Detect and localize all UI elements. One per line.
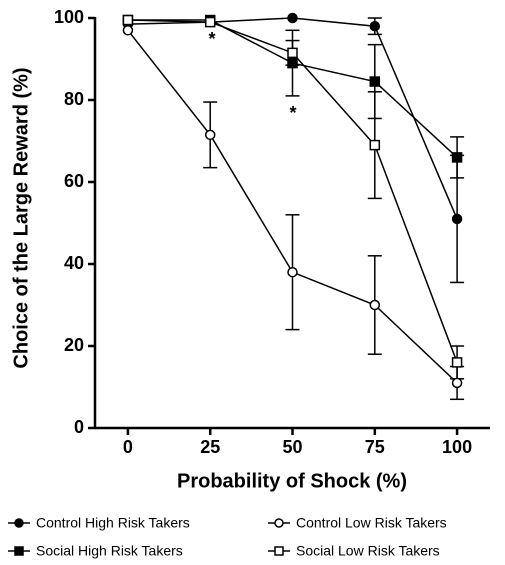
data-point <box>204 16 216 28</box>
y-tick-label: 0 <box>74 417 84 437</box>
legend-item: Control High Risk Takers <box>8 515 190 531</box>
data-point <box>122 25 134 36</box>
data-point <box>287 57 298 69</box>
legend-marker <box>14 518 24 528</box>
legend-item: Social Low Risk Takers <box>268 543 440 559</box>
legend-marker <box>14 546 24 556</box>
y-axis-label: Choice of the Large Reward (%) <box>10 67 32 368</box>
legend-marker <box>274 546 284 556</box>
data-point <box>287 266 298 278</box>
x-tick-label: 0 <box>123 437 133 457</box>
legend-item: Social High Risk Takers <box>8 543 183 559</box>
y-tick-label: 80 <box>64 89 84 109</box>
annotation: * <box>289 103 296 123</box>
x-tick-label: 100 <box>442 437 472 457</box>
legend-label: Social Low Risk Takers <box>296 543 440 559</box>
data-point <box>451 213 463 225</box>
legend-label: Control Low Risk Takers <box>296 515 447 531</box>
y-tick-label: 100 <box>54 7 84 27</box>
x-tick-label: 50 <box>282 437 302 457</box>
data-point <box>287 12 298 24</box>
annotation: * <box>208 29 215 49</box>
legend-item: Control Low Risk Takers <box>268 515 447 531</box>
data-point <box>204 129 216 141</box>
data-point <box>122 14 134 26</box>
y-tick-label: 60 <box>64 171 84 191</box>
data-point <box>451 152 463 163</box>
data-point <box>369 20 381 32</box>
x-tick-label: 25 <box>200 437 220 457</box>
data-point <box>451 377 463 389</box>
legend-label: Social High Risk Takers <box>36 543 183 559</box>
y-tick-label: 20 <box>64 335 84 355</box>
data-point <box>369 299 381 311</box>
data-point <box>287 47 298 59</box>
data-point <box>369 139 381 151</box>
data-point <box>369 76 381 87</box>
x-tick-label: 75 <box>365 437 385 457</box>
data-point <box>451 357 463 368</box>
y-tick-label: 40 <box>64 253 84 273</box>
x-axis-label: Probability of Shock (%) <box>177 470 407 492</box>
legend-label: Control High Risk Takers <box>36 515 190 531</box>
legend-marker <box>274 518 284 528</box>
